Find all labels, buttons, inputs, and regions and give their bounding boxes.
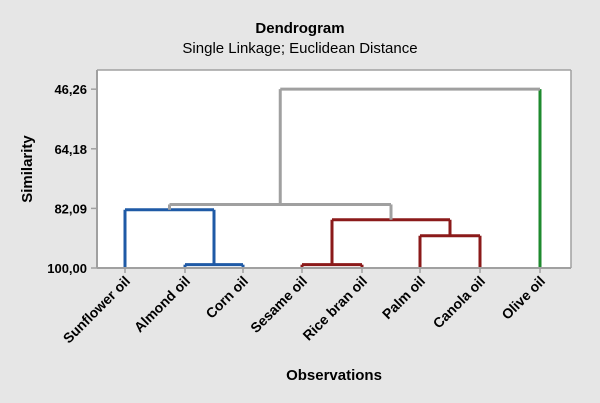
plot-area (97, 70, 571, 268)
y-axis-label: Similarity (19, 135, 36, 203)
y-ticks: 46,26 64,18 82,09 100,00 (47, 82, 97, 276)
y-tick-label: 64,18 (54, 142, 87, 157)
y-tick-label: 46,26 (54, 82, 87, 97)
y-tick-label: 82,09 (54, 201, 87, 216)
chart-subtitle: Single Linkage; Euclidean Distance (182, 40, 417, 57)
y-tick-label: 100,00 (47, 261, 87, 276)
chart-title: Dendrogram (255, 20, 344, 37)
x-axis-label: Observations (286, 367, 382, 384)
dendrogram-links (123, 87, 542, 268)
